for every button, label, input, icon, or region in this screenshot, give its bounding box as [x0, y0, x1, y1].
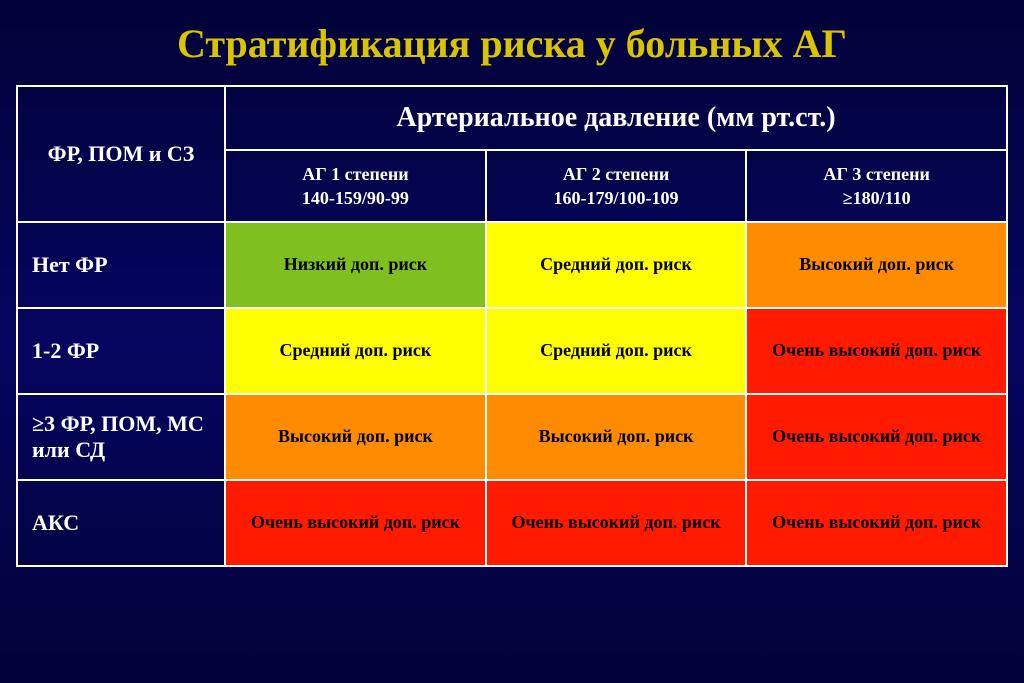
cell-1-1: Средний доп. риск [486, 308, 747, 394]
table-row: ≥3 ФР, ПОМ, МС или СД Высокий доп. риск … [17, 394, 1007, 480]
col-header-1-line2: 140-159/90-99 [236, 186, 475, 210]
span-header: Артериальное давление (мм рт.ст.) [225, 86, 1007, 150]
col-header-3-line1: АГ 3 степени [757, 162, 996, 186]
row-label-0: Нет ФР [17, 222, 225, 308]
col-header-1-line1: АГ 1 степени [236, 162, 475, 186]
header-row-1: ФР, ПОМ и СЗ Артериальное давление (мм р… [17, 86, 1007, 150]
cell-3-2: Очень высокий доп. риск [746, 480, 1007, 566]
table-row: АКС Очень высокий доп. риск Очень высоки… [17, 480, 1007, 566]
table-row: 1-2 ФР Средний доп. риск Средний доп. ри… [17, 308, 1007, 394]
row-label-3: АКС [17, 480, 225, 566]
col-header-3-line2: ≥180/110 [757, 186, 996, 210]
cell-2-1: Высокий доп. риск [486, 394, 747, 480]
cell-0-2: Высокий доп. риск [746, 222, 1007, 308]
row-label-2: ≥3 ФР, ПОМ, МС или СД [17, 394, 225, 480]
cell-3-0: Очень высокий доп. риск [225, 480, 486, 566]
risk-table: ФР, ПОМ и СЗ Артериальное давление (мм р… [16, 85, 1008, 567]
cell-3-1: Очень высокий доп. риск [486, 480, 747, 566]
cell-1-2: Очень высокий доп. риск [746, 308, 1007, 394]
cell-0-1: Средний доп. риск [486, 222, 747, 308]
cell-2-0: Высокий доп. риск [225, 394, 486, 480]
cell-1-0: Средний доп. риск [225, 308, 486, 394]
row-label-1: 1-2 ФР [17, 308, 225, 394]
slide-title: Стратификация риска у больных АГ [16, 20, 1008, 67]
col-header-2-line1: АГ 2 степени [497, 162, 736, 186]
slide: Стратификация риска у больных АГ ФР, ПОМ… [0, 0, 1024, 683]
cell-2-2: Очень высокий доп. риск [746, 394, 1007, 480]
col-header-1: АГ 1 степени 140-159/90-99 [225, 150, 486, 222]
cell-0-0: Низкий доп. риск [225, 222, 486, 308]
col-header-3: АГ 3 степени ≥180/110 [746, 150, 1007, 222]
table-row: Нет ФР Низкий доп. риск Средний доп. рис… [17, 222, 1007, 308]
corner-header: ФР, ПОМ и СЗ [17, 86, 225, 222]
col-header-2-line2: 160-179/100-109 [497, 186, 736, 210]
col-header-2: АГ 2 степени 160-179/100-109 [486, 150, 747, 222]
